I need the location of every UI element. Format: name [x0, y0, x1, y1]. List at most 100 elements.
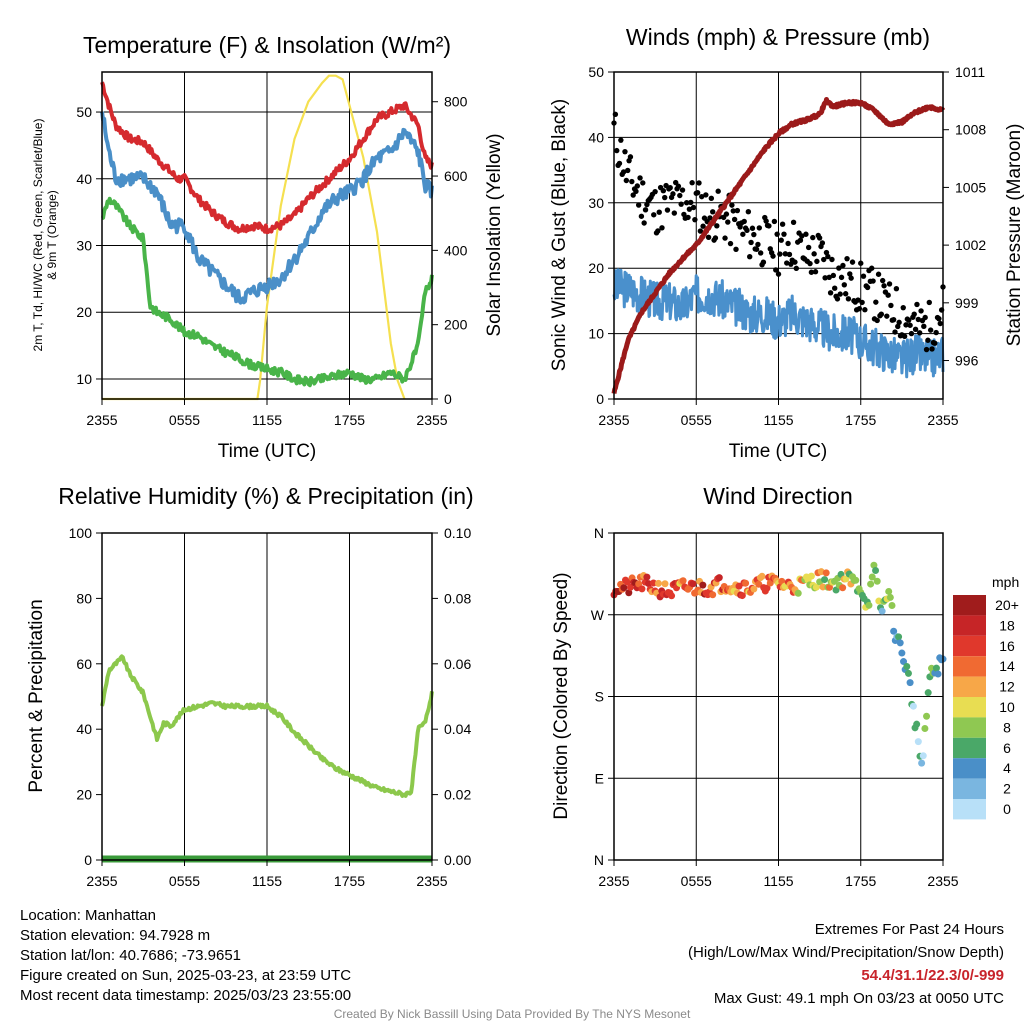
gust-point [734, 207, 741, 214]
gust-point [637, 175, 643, 181]
credit-text: Created By Nick Bassill Using Data Provi… [333, 1007, 691, 1021]
wind-direction-point [668, 592, 676, 600]
wind-direction-point [625, 589, 633, 597]
x-tick-label: 2355 [927, 412, 958, 428]
x-tick-label: 1755 [845, 412, 876, 428]
y-tick-label: 20 [588, 260, 604, 276]
gust-point [700, 223, 706, 229]
gust-point [756, 225, 763, 231]
winds-y-ticks: 0 10 20 30 40 50 [588, 64, 614, 407]
gust-point [896, 319, 902, 326]
gust-point [773, 267, 779, 273]
x-tick-label: 2355 [598, 412, 629, 428]
wind-direction-point [852, 576, 860, 584]
gust-point [705, 234, 712, 240]
gust-point [625, 167, 631, 174]
rh-ylabel: Percent & Precipitation [26, 599, 47, 792]
gust-point [712, 235, 719, 241]
x-tick-label: 0555 [681, 412, 712, 428]
gust-point [803, 231, 809, 237]
wind-direction-point [868, 573, 876, 581]
gust-point [915, 316, 922, 323]
wind-direction-point [654, 579, 662, 587]
gust-point [757, 250, 764, 256]
gust-point [860, 273, 867, 279]
legend-swatch [953, 676, 986, 697]
gust-point [749, 225, 756, 231]
gust-point [840, 262, 846, 269]
legend-label: 16 [999, 638, 1015, 654]
y-tick-label: 60 [76, 656, 92, 672]
gust-point [662, 194, 668, 201]
gust-point [862, 307, 868, 313]
gust-point [753, 246, 760, 252]
wind-direction-point [689, 580, 697, 588]
extremes-info: Extremes For Past 24 Hours (High/Low/Max… [688, 918, 1004, 1010]
gust-point [856, 305, 863, 312]
y-tick-label: 0 [84, 852, 92, 868]
wind-direction-point [812, 583, 820, 591]
rh-line [100, 654, 434, 798]
gust-point [890, 316, 897, 323]
y-tick-label: 400 [444, 242, 468, 258]
gust-point [623, 177, 630, 184]
gust-point [844, 255, 850, 262]
gust-point [770, 253, 776, 259]
gust-point [782, 251, 789, 257]
wind-direction-point [638, 585, 646, 593]
wind-direction-point [763, 584, 771, 592]
wdir-title: Wind Direction [703, 483, 853, 509]
temp-plot-area [100, 74, 434, 401]
wind-direction-point [758, 572, 766, 580]
winds-x-ticks: 2355 0555 1155 1755 2355 [598, 399, 959, 428]
y-tick-label: 30 [588, 195, 604, 211]
temp-title: Temperature (F) & Insolation (W/m²) [83, 32, 451, 58]
x-tick-label: 2355 [86, 873, 117, 889]
gust-point [775, 271, 782, 277]
x-tick-label: 1155 [252, 873, 282, 889]
wind-direction-point [896, 639, 904, 647]
wdir-plot-area [610, 561, 947, 767]
rh-grid [184, 533, 350, 860]
x-tick-label: 0555 [169, 873, 200, 889]
wind-direction-point [661, 580, 669, 588]
gust-point [927, 327, 934, 333]
gust-point [659, 225, 665, 231]
y-tick-label: E [595, 770, 604, 786]
wind-direction-point [870, 561, 878, 569]
wind-direction-point [822, 569, 830, 577]
rh-panel: Relative Humidity (%) & Precipitation (i… [26, 483, 474, 889]
gust-point [740, 231, 746, 237]
wind-direction-point [924, 689, 932, 697]
winds-panel: Winds (mph) & Pressure (mb) 01020304050 … [549, 24, 1024, 462]
legend-label: 8 [1003, 719, 1011, 735]
max-gust-text: Max Gust: 49.1 mph On 03/23 at 0050 UTC [713, 990, 1004, 1007]
gust-point [771, 218, 778, 225]
gust-point [879, 277, 886, 284]
gust-point [819, 240, 826, 246]
gust-point [908, 330, 915, 337]
gust-point [745, 208, 752, 215]
temp-ylabel-line1: 2m T, Td, HI/WC (Red, Green, Scarlet/Blu… [31, 119, 45, 352]
wind-direction-point [873, 577, 881, 585]
gust-point [694, 190, 701, 196]
gust-point [847, 271, 853, 277]
legend-label: 20+ [995, 597, 1019, 613]
y-tick-label: 1011 [955, 64, 985, 80]
wind-direction-point [886, 593, 894, 601]
y-tick-label: N [594, 852, 604, 868]
gust-point [660, 188, 667, 194]
gust-point [714, 223, 720, 229]
gust-point [690, 204, 697, 211]
legend-swatch [953, 737, 986, 759]
y-tick-label: 20 [76, 787, 92, 803]
winds-xlabel: Time (UTC) [729, 441, 828, 462]
gust-point [821, 256, 827, 263]
legend-label: 18 [999, 617, 1015, 633]
wind-direction-point [699, 581, 707, 589]
temp-grid [102, 72, 432, 399]
gust-point [842, 291, 849, 297]
gust-point [855, 297, 861, 303]
gust-point [614, 147, 620, 154]
temp-ylabel-right: Solar Insolation (Yellow) [484, 133, 505, 336]
